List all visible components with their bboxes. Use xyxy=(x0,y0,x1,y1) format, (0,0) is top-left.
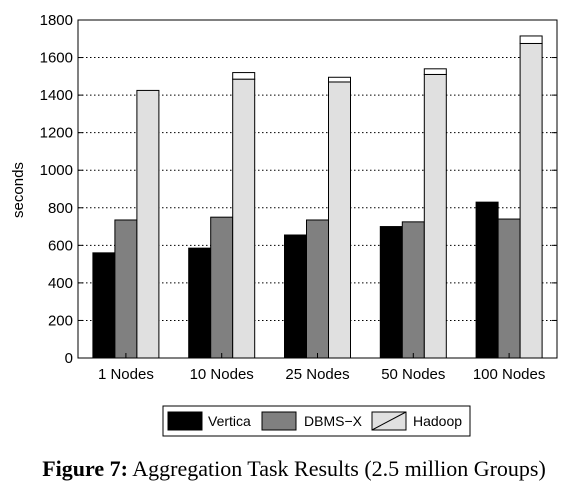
bar xyxy=(232,78,256,359)
bar xyxy=(497,218,521,359)
x-tick-label: 100 Nodes xyxy=(473,366,546,383)
y-tick-label: 1400 xyxy=(40,87,73,104)
x-tick-label: 1 Nodes xyxy=(98,366,154,383)
bar-segment-top xyxy=(328,76,351,83)
bar-segment-top xyxy=(232,72,256,80)
y-tick-label: 0 xyxy=(65,350,73,367)
x-axis-ticks: 1 Nodes 10 Nodes 25 Nodes 50 Nodes 100 Nodes xyxy=(98,353,545,383)
bar xyxy=(210,216,234,359)
bar xyxy=(114,219,138,359)
bar xyxy=(284,234,307,359)
y-tick-label: 600 xyxy=(48,237,73,254)
legend-swatch xyxy=(167,411,203,431)
bar xyxy=(423,73,447,359)
bar xyxy=(401,221,425,359)
y-tick-label: 1200 xyxy=(40,125,73,142)
bar xyxy=(328,81,351,359)
y-tick-label: 200 xyxy=(48,312,73,329)
legend-box xyxy=(162,405,471,437)
legend-label: Hadoop xyxy=(413,413,462,429)
bar xyxy=(379,226,403,359)
bar xyxy=(188,247,212,359)
y-tick-label: 1600 xyxy=(40,50,73,67)
y-tick-label: 400 xyxy=(48,275,73,292)
bar-segment-top xyxy=(519,35,543,44)
y-axis-label: seconds xyxy=(10,162,27,218)
bars xyxy=(92,35,543,359)
x-tick-label: 25 Nodes xyxy=(285,366,349,383)
bar xyxy=(136,89,160,359)
figure-caption-text: Aggregation Task Results (2.5 million Gr… xyxy=(132,456,546,481)
x-tick-label: 10 Nodes xyxy=(190,366,254,383)
bar xyxy=(92,252,116,359)
legend-label: Vertica xyxy=(208,413,251,429)
figure-caption-label: Figure 7: xyxy=(42,456,128,481)
bar xyxy=(306,219,329,359)
legend-swatch-diagonal xyxy=(371,411,407,431)
legend-label: DBMS−X xyxy=(304,413,363,429)
legend-swatch xyxy=(261,411,297,431)
bar-segment-top xyxy=(423,68,447,75)
bar xyxy=(475,201,499,359)
figure-caption: Figure 7: Aggregation Task Results (2.5 … xyxy=(0,456,588,482)
bar xyxy=(519,42,543,359)
legend: Vertica DBMS−X Hadoop xyxy=(162,405,471,437)
y-tick-label: 1800 xyxy=(40,12,73,29)
y-tick-label: 1000 xyxy=(40,162,73,179)
y-axis-ticks: 0 200 400 600 800 1000 1200 1400 1600 1800 xyxy=(40,12,557,367)
x-tick-label: 50 Nodes xyxy=(381,366,445,383)
y-tick-label: 800 xyxy=(48,200,73,217)
